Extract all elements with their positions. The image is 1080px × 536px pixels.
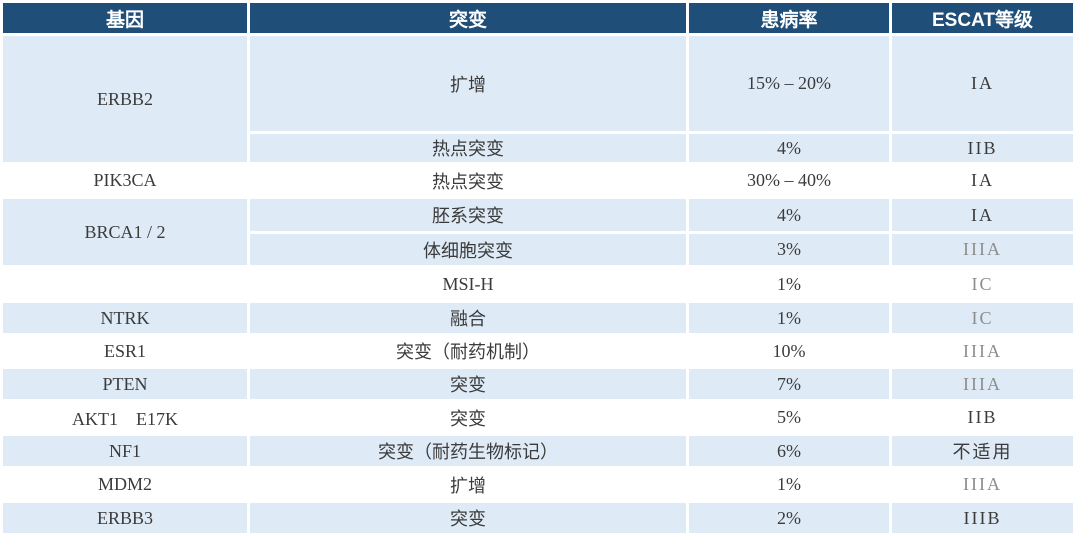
table-row: 体细胞突变 3% IIIA [3,234,1073,265]
escat-cell: 不适用 [892,436,1073,466]
mutation-cell: 扩增 [250,36,686,131]
gene-cell: ERBB2 [3,36,247,162]
escat-cell: IIIA [892,369,1073,399]
table-row: BRCA1 / 2 胚系突变 4% IA [3,199,1073,265]
gene-cell: NF1 [3,436,247,466]
table-row: 热点突变 4% IIB [3,134,1073,162]
mutation-cell: 突变 [250,369,686,399]
table-row: AKT1 E17K 突变 5% IIB [3,402,1073,433]
header-row: 基因 突变 患病率 ESCAT等级 [3,3,1073,33]
prevalence-cell: 7% [689,369,889,399]
table-row: PIK3CA 热点突变 30% – 40% IA [3,165,1073,196]
escat-cell: IIIB [892,503,1073,533]
prevalence-cell: 15% – 20% [689,36,889,131]
mutation-cell: 突变 [250,402,686,433]
escat-cell: IIIA [892,336,1073,366]
table-row: NTRK 融合 1% IC [3,303,1073,333]
prevalence-cell: 5% [689,402,889,433]
mutation-cell: 热点突变 [250,165,686,196]
column-header-gene: 基因 [3,3,247,33]
table-row: ERBB2 扩增 15% – 20% IA [3,36,1073,162]
prevalence-cell: 1% [689,303,889,333]
prevalence-cell: 4% [689,134,889,162]
gene-cell: MDM2 [3,469,247,500]
gene-cell: ERBB3 [3,503,247,533]
escat-cell: IIB [892,134,1073,162]
gene-cell: PIK3CA [3,165,247,196]
gene-cell: BRCA1 / 2 [3,199,247,265]
prevalence-cell: 30% – 40% [689,165,889,196]
escat-cell: IC [892,268,1073,300]
prevalence-cell: 1% [689,469,889,500]
gene-cell: PTEN [3,369,247,399]
mutation-cell: 热点突变 [250,134,686,162]
gene-cell [3,268,247,300]
escat-cell: IIIA [892,234,1073,265]
escat-cell: IA [892,36,1073,131]
mutation-cell: MSI-H [250,268,686,300]
mutation-cell: 扩增 [250,469,686,500]
mutation-cell: 突变 [250,503,686,533]
column-header-prevalence: 患病率 [689,3,889,33]
gene-cell: ESR1 [3,336,247,366]
table-row: PTEN 突变 7% IIIA [3,369,1073,399]
escat-cell: IA [892,165,1073,196]
mutation-cell: 体细胞突变 [250,234,686,265]
prevalence-cell: 6% [689,436,889,466]
mutation-cell: 融合 [250,303,686,333]
column-header-mutation: 突变 [250,3,686,33]
mutation-cell: 突变（耐药生物标记） [250,436,686,466]
prevalence-cell: 2% [689,503,889,533]
table-row: NF1 突变（耐药生物标记） 6% 不适用 [3,436,1073,466]
column-header-escat: ESCAT等级 [892,3,1073,33]
escat-cell: IIIA [892,469,1073,500]
prevalence-cell: 4% [689,199,889,231]
table-row: ESR1 突变（耐药机制） 10% IIIA [3,336,1073,366]
table-row: MSI-H 1% IC [3,268,1073,300]
gene-cell: AKT1 E17K [3,402,247,433]
table-row: ERBB3 突变 2% IIIB [3,503,1073,533]
escat-cell: IIB [892,402,1073,433]
table-row: MDM2 扩增 1% IIIA [3,469,1073,500]
prevalence-cell: 3% [689,234,889,265]
prevalence-cell: 1% [689,268,889,300]
mutation-cell: 胚系突变 [250,199,686,231]
mutation-cell: 突变（耐药机制） [250,336,686,366]
escat-cell: IA [892,199,1073,231]
gene-cell: NTRK [3,303,247,333]
prevalence-cell: 10% [689,336,889,366]
escat-cell: IC [892,303,1073,333]
